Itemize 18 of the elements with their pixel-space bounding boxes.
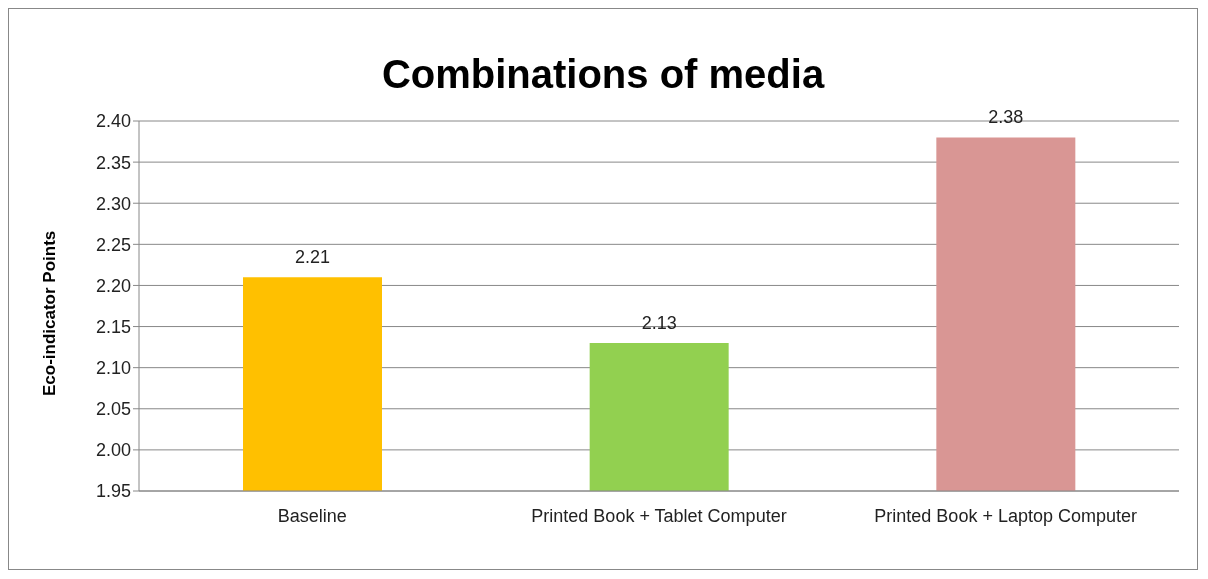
x-tick-label: Printed Book + Tablet Computer xyxy=(531,505,787,526)
data-label: 2.21 xyxy=(294,247,331,268)
x-tick-label: Printed Book + Laptop Computer xyxy=(874,505,1137,526)
x-tick-label: Baseline xyxy=(277,505,347,526)
y-tick-label: 2.10 xyxy=(95,358,131,379)
y-tick-label: 2.30 xyxy=(95,193,131,214)
y-axis-title: Eco-indicator Points xyxy=(40,230,60,396)
y-tick-label: 2.20 xyxy=(95,275,131,296)
y-tick-label: 2.40 xyxy=(95,111,131,132)
y-tick-label: 2.15 xyxy=(95,316,131,337)
y-tick-label: 2.05 xyxy=(95,399,131,420)
data-label: 2.13 xyxy=(641,313,677,333)
y-tick-label: 1.95 xyxy=(95,481,131,502)
y-tick-label: 2.35 xyxy=(95,152,131,173)
chart-title: Combinations of media xyxy=(380,51,826,98)
data-label: 2.38 xyxy=(988,107,1024,128)
y-tick-label: 2.00 xyxy=(95,440,131,461)
y-tick-label: 2.25 xyxy=(95,234,131,255)
